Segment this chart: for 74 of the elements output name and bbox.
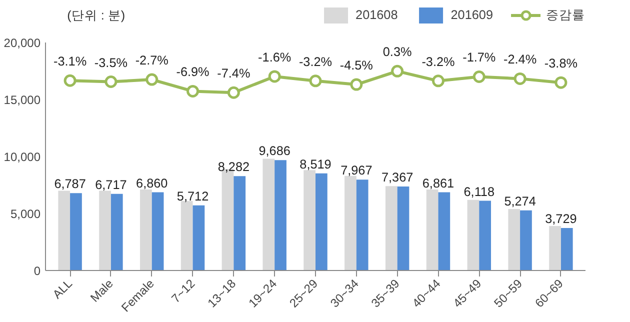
bar [479, 200, 491, 270]
data-label: 6,717 [95, 178, 127, 192]
point [268, 70, 281, 83]
data-label: 8,519 [300, 157, 332, 172]
data-label: 6,860 [136, 176, 168, 190]
point [227, 86, 240, 99]
data-label: -3.8% [544, 56, 578, 71]
y-tick-label: 5,000 [10, 207, 41, 221]
data-label: 0.3% [382, 45, 412, 60]
x-tick-label: ALL [50, 276, 76, 302]
point [391, 64, 404, 78]
data-label: 9,686 [258, 144, 290, 158]
point [104, 76, 118, 88]
data-label: -1.6% [258, 50, 292, 64]
legend-label: 증감률 [546, 6, 585, 24]
bar [70, 193, 82, 270]
data-label: 5,274 [504, 194, 536, 208]
bar [304, 170, 316, 270]
bar [110, 194, 123, 270]
y-axis-title: (단위 : 분) [67, 8, 126, 22]
data-label: -3.2% [422, 54, 455, 69]
point [64, 74, 76, 87]
data-label: 3,729 [545, 212, 577, 226]
bar [192, 205, 205, 270]
legend-label: 201608 [356, 8, 398, 22]
data-label: 5,712 [176, 189, 209, 204]
bar [549, 226, 561, 270]
bar [560, 228, 573, 270]
bar [356, 180, 368, 270]
point [554, 76, 568, 89]
data-label: 8,282 [218, 160, 250, 174]
point [350, 78, 363, 91]
point [514, 72, 526, 85]
bar [274, 160, 286, 270]
bar [438, 192, 450, 270]
data-label: 7,967 [340, 164, 372, 178]
bar [180, 200, 193, 270]
point [472, 70, 486, 83]
bar [152, 192, 164, 270]
bar [520, 210, 532, 270]
point [186, 84, 200, 98]
y-tick-label: 10,000 [4, 150, 41, 164]
y-tick-label: 20,000 [4, 36, 41, 50]
bar [99, 190, 111, 270]
bar [344, 176, 356, 270]
point [309, 74, 322, 88]
data-label: -3.2% [298, 54, 332, 69]
point [432, 74, 444, 88]
bar [508, 208, 520, 270]
data-label: 7,367 [381, 170, 414, 185]
data-label: 6,787 [54, 177, 86, 192]
bar [140, 190, 152, 270]
bar [58, 190, 70, 270]
bar [234, 176, 246, 270]
data-label: -2.4% [504, 52, 537, 67]
data-label: -2.7% [135, 54, 168, 68]
point [146, 73, 158, 86]
bar [426, 190, 438, 270]
bar [316, 173, 328, 270]
y-tick-label: 0 [34, 264, 41, 278]
data-label: -1.7% [462, 50, 496, 65]
data-label: -3.5% [94, 56, 128, 70]
data-label: 6,118 [464, 184, 495, 199]
bar [397, 186, 410, 270]
legend-label: 201609 [450, 8, 493, 22]
data-label: -6.9% [176, 65, 210, 80]
bar [262, 158, 275, 270]
data-label: 6,861 [422, 176, 454, 190]
y-tick-label: 15,000 [4, 93, 41, 107]
data-label: -3.1% [54, 54, 87, 69]
bar [467, 200, 480, 270]
data-label: -4.5% [340, 58, 373, 73]
bar [385, 186, 398, 270]
data-label: -7.4% [217, 66, 250, 81]
